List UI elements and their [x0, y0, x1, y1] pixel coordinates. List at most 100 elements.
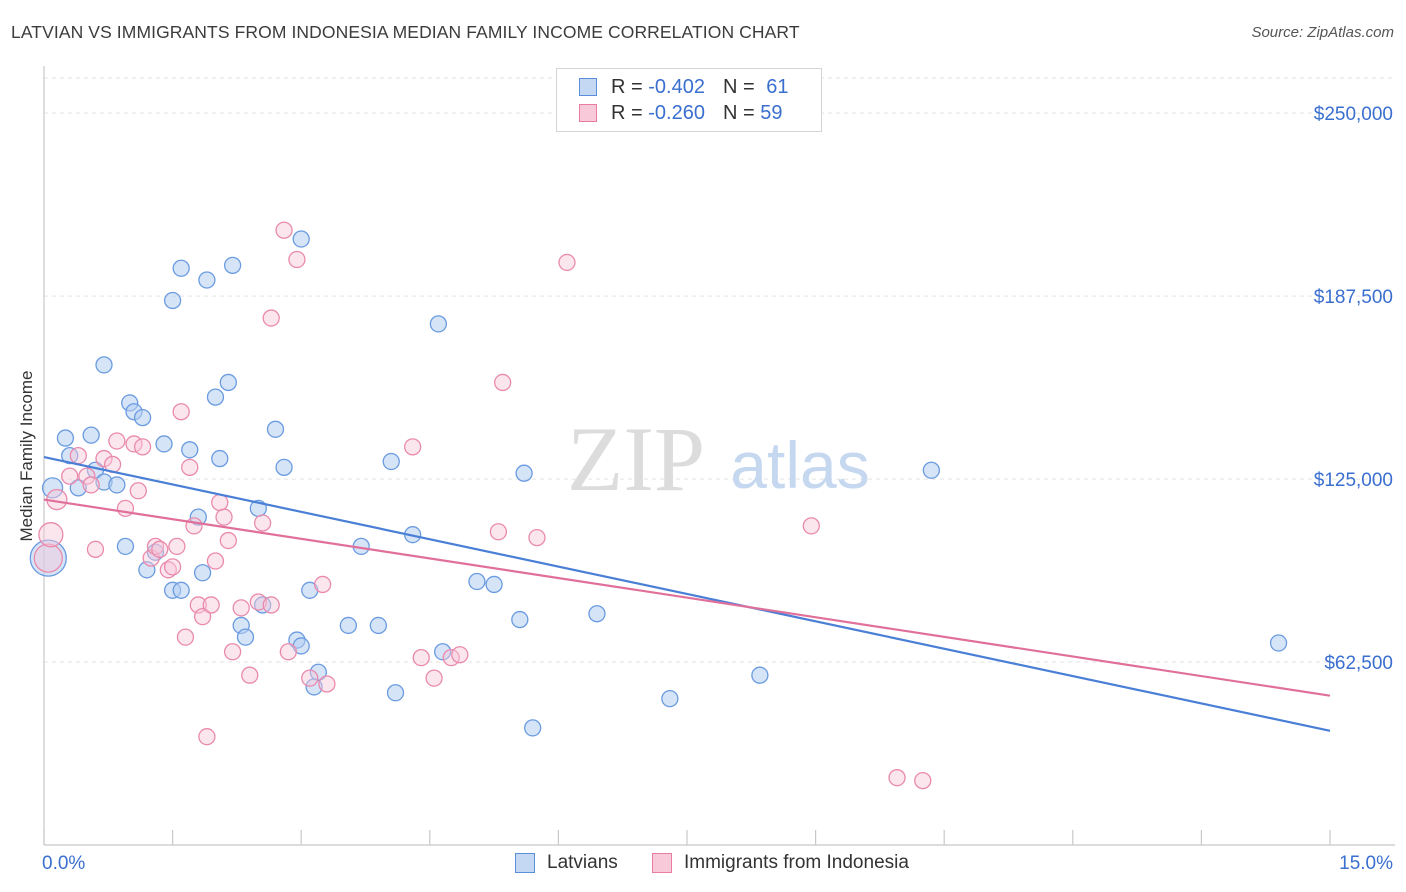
- indonesia-point: [802, 517, 820, 535]
- series-legend: Latvians Immigrants from Indonesia: [0, 852, 1406, 878]
- legend-r-value: -0.402: [648, 75, 705, 98]
- series-label-indonesia: Immigrants from Indonesia: [684, 852, 909, 873]
- indonesia-point: [198, 728, 216, 746]
- indonesia-point: [262, 596, 280, 614]
- latvian-point: [198, 271, 216, 289]
- latvian-point: [133, 408, 152, 427]
- latvian-point: [386, 684, 405, 702]
- latvian-point: [236, 628, 255, 646]
- indonesia-point: [185, 517, 203, 535]
- indonesia-point: [38, 522, 64, 548]
- legend-n-label: N =: [722, 75, 755, 98]
- indonesia-point: [206, 552, 225, 570]
- latvian-point: [468, 572, 486, 591]
- indonesia-point: [279, 643, 297, 661]
- latvian-point: [339, 616, 358, 635]
- x-tick-labels: 0.0% 15.0%: [42, 853, 1393, 874]
- latvian-point: [434, 643, 452, 661]
- indonesia-point: [163, 558, 182, 576]
- indonesia-point: [404, 438, 422, 456]
- series-legend-latvians[interactable]: Latvians: [515, 852, 618, 874]
- y-tick-labels: $62,500 $125,000 $187,500 $250,000: [1314, 104, 1393, 674]
- indonesia-point: [108, 432, 126, 450]
- indonesia-point: [412, 648, 430, 667]
- indonesia-point: [211, 493, 229, 512]
- latvian-point: [515, 464, 533, 482]
- indonesia-point: [181, 458, 199, 477]
- latvian-point: [485, 575, 503, 594]
- indonesia-point: [95, 449, 113, 468]
- latvian-trend-line: [43, 456, 1331, 732]
- latvian-point: [29, 539, 67, 577]
- latvian-point: [751, 666, 769, 684]
- indonesia-point: [262, 309, 280, 327]
- latvian-point: [69, 479, 87, 497]
- indonesia-point: [451, 646, 469, 664]
- source-credit: Source: ZipAtlas.com: [1251, 24, 1394, 41]
- indonesia-point: [301, 669, 319, 687]
- axes: [43, 66, 1395, 846]
- y-tick-label: $250,000: [1314, 104, 1393, 125]
- indonesia-point: [176, 628, 195, 646]
- indonesia-point: [288, 250, 306, 269]
- legend-n-value: 59: [760, 101, 783, 124]
- latvian-point: [382, 452, 400, 471]
- series-legend-indonesia[interactable]: Immigrants from Indonesia: [652, 852, 909, 874]
- indonesia-point: [86, 540, 105, 558]
- latvian-point: [922, 461, 940, 479]
- grid-lines: [44, 77, 1395, 663]
- latvian-point: [275, 458, 293, 477]
- latvian-point: [429, 315, 448, 333]
- indonesia-point: [133, 438, 152, 456]
- chart-title: LATVIAN VS IMMIGRANTS FROM INDONESIA MED…: [11, 22, 800, 42]
- watermark-atlas: atlas: [730, 428, 869, 502]
- indonesia-point: [202, 596, 220, 614]
- legend-r-value: -0.260: [648, 101, 705, 124]
- latvian-point: [155, 435, 173, 453]
- y-tick-label: $187,500: [1314, 287, 1393, 308]
- latvian-point: [193, 564, 212, 582]
- indonesia-point: [318, 675, 336, 693]
- latvian-point: [172, 581, 190, 599]
- y-axis-label: Median Family Income: [17, 370, 36, 541]
- legend-r-label: R =: [611, 75, 643, 98]
- indonesia-point: [223, 643, 242, 661]
- indonesia-point: [78, 467, 96, 485]
- indonesia-point: [249, 593, 267, 611]
- latvian-point: [223, 256, 242, 275]
- indonesia-point: [494, 373, 512, 392]
- legend-swatch-indonesia: [579, 104, 597, 122]
- indonesia-point: [528, 528, 546, 547]
- indonesia-point: [129, 482, 147, 500]
- indonesia-point: [313, 575, 332, 594]
- latvian-point: [1269, 634, 1288, 652]
- indonesia-point: [914, 771, 932, 790]
- latvian-point: [189, 508, 207, 526]
- legend-row-indonesia: R = -0.260 N = 59: [579, 102, 782, 124]
- latvian-point: [172, 259, 190, 277]
- indonesia-point: [275, 221, 293, 239]
- indonesia-point: [215, 508, 233, 526]
- x-tick-label-min: 0.0%: [42, 853, 85, 874]
- latvian-point: [95, 356, 113, 374]
- latvian-point: [369, 616, 388, 635]
- legend-r-label: R =: [611, 101, 643, 124]
- data-points: [29, 221, 1288, 790]
- indonesia-point: [193, 608, 212, 626]
- latvian-point: [266, 420, 285, 438]
- latvian-point: [511, 610, 529, 629]
- latvian-point: [82, 426, 100, 444]
- y-tick-label: $125,000: [1314, 470, 1393, 491]
- indonesia-point: [241, 666, 259, 684]
- indonesia-point: [219, 531, 237, 550]
- indonesia-point: [33, 543, 63, 573]
- latvian-point: [116, 537, 135, 556]
- latvian-point: [219, 373, 237, 392]
- latvian-point: [108, 476, 126, 494]
- correlation-legend: R = -0.402 N = 61 R = -0.260 N = 59: [556, 68, 822, 132]
- latvian-point: [305, 678, 323, 696]
- legend-n-label: N =: [722, 101, 755, 124]
- latvian-point: [56, 429, 75, 447]
- trend-lines: [43, 456, 1331, 732]
